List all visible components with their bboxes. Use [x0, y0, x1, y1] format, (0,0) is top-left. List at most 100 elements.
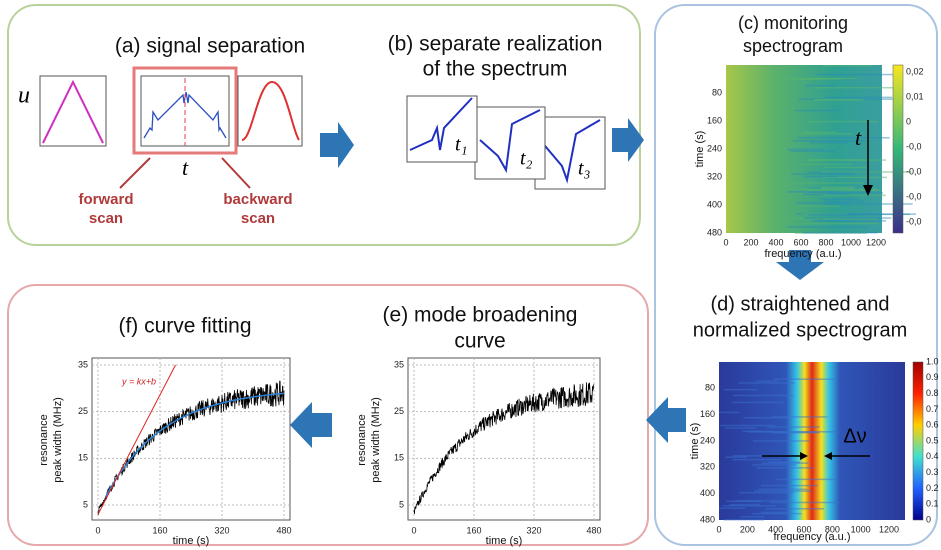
colorbar-label: -0,0	[906, 216, 922, 226]
title: (b) separate realization	[388, 33, 603, 56]
streak	[756, 380, 778, 382]
colorbar-label: 0.5	[926, 435, 939, 445]
x-tick-label: 800	[818, 237, 833, 247]
streak	[806, 159, 887, 161]
x-tick-label: 160	[466, 525, 481, 535]
panel-frame	[7, 4, 641, 246]
streak	[765, 508, 824, 510]
fit-curve	[105, 392, 285, 497]
streak	[729, 503, 760, 506]
streak	[816, 73, 894, 76]
x-tick-label: 0	[411, 525, 416, 535]
box	[39, 75, 107, 147]
box	[237, 75, 303, 147]
y-tick-label: 480	[707, 227, 722, 237]
colorbar	[892, 64, 904, 234]
streak	[801, 213, 848, 215]
streak	[799, 188, 878, 190]
streak	[761, 484, 818, 487]
y-tick-label: 15	[78, 453, 88, 463]
streak	[822, 172, 855, 174]
y-tick-label: 320	[700, 462, 715, 472]
title: (e) mode broadening	[383, 304, 578, 327]
streak	[804, 217, 892, 219]
colorbar-label: 0,02	[906, 66, 924, 76]
colorbar-label: 0.8	[926, 388, 939, 398]
y-label: peak width (MHz)	[52, 397, 64, 483]
streak	[822, 65, 872, 67]
streak	[805, 189, 881, 192]
streak	[823, 166, 867, 169]
streak	[807, 120, 878, 123]
streak	[723, 519, 765, 521]
streak	[807, 191, 883, 194]
linear-fit	[97, 364, 176, 515]
y-tick-label: 5	[83, 499, 88, 509]
plot-area	[407, 357, 601, 521]
u-label: u	[18, 83, 30, 109]
arrows	[290, 118, 824, 448]
streak	[822, 176, 887, 179]
streak	[790, 78, 826, 80]
colorbar-label: -0,0	[906, 141, 922, 151]
streak	[787, 226, 868, 228]
streak	[824, 96, 893, 99]
streak	[720, 424, 775, 427]
streak	[788, 182, 864, 184]
x-label: frequency (a.u.)	[773, 531, 850, 543]
y-tick-label: 160	[700, 409, 715, 419]
label: backward	[223, 191, 292, 208]
streak	[722, 505, 777, 507]
streak	[733, 394, 794, 397]
y-label: resonance	[356, 414, 368, 465]
colorbar-label: 0.3	[926, 467, 939, 477]
title: normalized spectrogram	[693, 319, 908, 341]
streak	[758, 488, 808, 491]
title: (c) monitoring	[738, 13, 848, 33]
colorbar-label: 0.1	[926, 499, 939, 509]
streak	[725, 456, 748, 458]
streak	[821, 187, 855, 190]
spectrogram	[719, 362, 905, 520]
signal	[143, 91, 227, 139]
colorbar-label: 0.6	[926, 420, 939, 430]
label: scan	[241, 210, 275, 227]
y-label: peak width (MHz)	[370, 397, 382, 483]
streak	[719, 507, 746, 510]
y-label: resonance	[38, 414, 50, 465]
x-tick-label: 480	[276, 525, 291, 535]
y-tick-label: 80	[712, 87, 722, 97]
panel-frame	[654, 4, 938, 546]
x-tick-label: 400	[768, 237, 783, 247]
t-label: t	[855, 125, 862, 150]
x-tick-label: 600	[793, 237, 808, 247]
colorbar	[912, 361, 924, 521]
y-label: time (s)	[689, 423, 701, 460]
streak	[802, 131, 837, 134]
streak	[760, 511, 790, 514]
title: (d) straightened and	[710, 293, 889, 315]
x-tick-label: 1200	[879, 524, 899, 534]
streak	[802, 231, 878, 234]
streak	[753, 440, 810, 442]
streak	[808, 214, 862, 216]
streak	[771, 431, 820, 434]
streak	[756, 467, 814, 469]
streak	[752, 464, 797, 466]
panel-frame	[7, 284, 649, 546]
y-tick-label: 35	[394, 359, 404, 369]
y-tick-label: 15	[394, 453, 404, 463]
x-tick-label: 800	[825, 524, 840, 534]
streak	[751, 512, 802, 515]
streak	[776, 478, 836, 481]
t-label: t	[182, 155, 189, 180]
signal	[241, 80, 300, 141]
fit-label: y = kx+b	[121, 376, 156, 386]
x-tick-label: 1000	[851, 524, 871, 534]
colorbar-label: 0.9	[926, 372, 939, 382]
y-tick-label: 35	[78, 359, 88, 369]
colorbar-label: -0,0	[906, 166, 922, 176]
title: (a) signal separation	[115, 35, 305, 58]
noisy-curve	[97, 380, 285, 515]
arrow-head	[824, 452, 832, 460]
